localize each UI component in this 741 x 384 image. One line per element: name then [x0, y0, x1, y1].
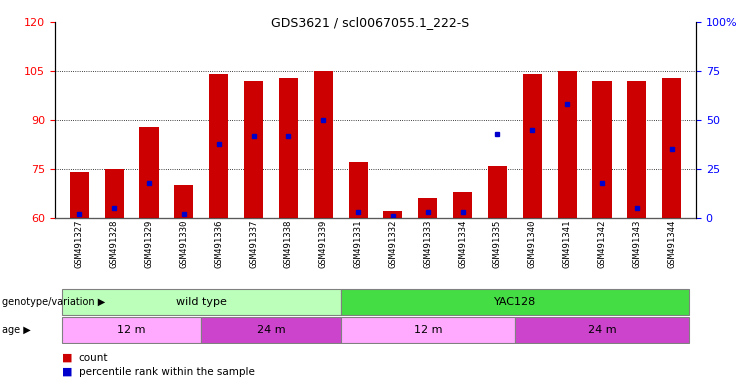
Bar [592, 81, 611, 218]
Bar [70, 172, 89, 218]
Text: 24 m: 24 m [256, 325, 285, 335]
Bar [522, 74, 542, 218]
Text: GSM491330: GSM491330 [179, 219, 188, 268]
Bar [174, 185, 193, 218]
Bar [279, 78, 298, 218]
Bar [341, 318, 515, 343]
Text: GSM491331: GSM491331 [353, 219, 362, 268]
Text: GSM491344: GSM491344 [667, 219, 676, 268]
Text: GSM491336: GSM491336 [214, 219, 223, 268]
Text: GSM491342: GSM491342 [597, 219, 606, 268]
Bar [383, 212, 402, 218]
Text: GSM491340: GSM491340 [528, 219, 536, 268]
Text: GSM491332: GSM491332 [388, 219, 397, 268]
Text: 24 m: 24 m [588, 325, 617, 335]
Bar [244, 81, 263, 218]
Text: GSM491343: GSM491343 [632, 219, 641, 268]
Text: wild type: wild type [176, 297, 227, 307]
Bar [104, 169, 124, 218]
Bar [627, 81, 646, 218]
Text: GSM491329: GSM491329 [144, 219, 153, 268]
Text: GSM491341: GSM491341 [562, 219, 571, 268]
Text: ■: ■ [62, 367, 73, 377]
Text: GSM491328: GSM491328 [110, 219, 119, 268]
Bar [313, 71, 333, 218]
Bar [418, 199, 437, 218]
Text: percentile rank within the sample: percentile rank within the sample [79, 367, 255, 377]
Bar [348, 162, 368, 218]
Bar [453, 192, 472, 218]
Bar [515, 318, 689, 343]
Text: GSM491334: GSM491334 [458, 219, 467, 268]
Text: GSM491327: GSM491327 [75, 219, 84, 268]
Bar [202, 318, 341, 343]
Text: genotype/variation ▶: genotype/variation ▶ [2, 297, 105, 307]
Bar [209, 74, 228, 218]
Text: 12 m: 12 m [117, 325, 146, 335]
Text: GSM491337: GSM491337 [249, 219, 258, 268]
Text: age ▶: age ▶ [2, 325, 30, 335]
Text: GSM491333: GSM491333 [423, 219, 432, 268]
Bar [139, 127, 159, 218]
Bar [557, 71, 576, 218]
Text: YAC128: YAC128 [494, 297, 536, 307]
Bar [62, 318, 202, 343]
Bar [62, 290, 341, 314]
Text: GSM491339: GSM491339 [319, 219, 328, 268]
Text: GSM491338: GSM491338 [284, 219, 293, 268]
Text: 12 m: 12 m [413, 325, 442, 335]
Bar [341, 290, 689, 314]
Text: ■: ■ [62, 353, 73, 363]
Text: count: count [79, 353, 108, 363]
Text: GSM491335: GSM491335 [493, 219, 502, 268]
Bar [488, 166, 507, 218]
Text: GDS3621 / scl0067055.1_222-S: GDS3621 / scl0067055.1_222-S [271, 16, 470, 29]
Bar [662, 78, 681, 218]
